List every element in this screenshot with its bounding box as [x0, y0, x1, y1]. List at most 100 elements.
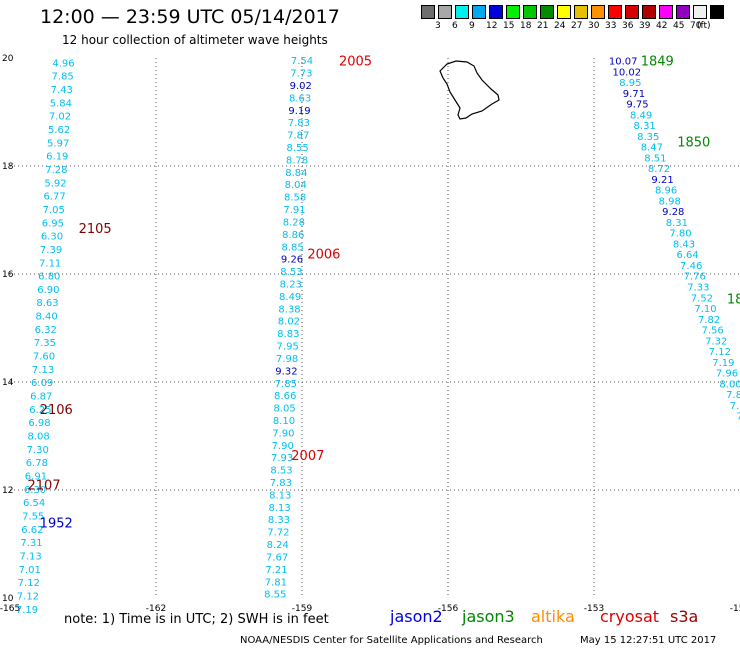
map-axis-labels: -165 -162 -159 -156 -153 -150 20 18 16 14 12 10 — [0, 54, 740, 614]
wave-height-value: 6.19 — [46, 152, 68, 163]
wave-height-value: 8.00 — [719, 379, 740, 390]
scale-label: 6 — [452, 21, 458, 31]
wave-height-value: 8.23 — [280, 279, 302, 290]
scale-swatch — [574, 5, 588, 19]
wave-height-value: 7.73 — [290, 69, 312, 80]
lon-tick-label: -150 — [730, 604, 740, 614]
wave-height-value: 8.84 — [285, 168, 307, 179]
wave-height-value: 7.52 — [691, 293, 713, 304]
wave-height-value: 8.47 — [641, 143, 663, 154]
wave-height-value: 7.11 — [39, 258, 61, 269]
footnote: note: 1) Time is in UTC; 2) SWH is in fe… — [64, 612, 329, 627]
pass-time-label: 1850 — [677, 136, 710, 151]
wave-height-value: 7.83 — [270, 478, 292, 489]
wave-height-value: 6.30 — [24, 485, 46, 496]
wave-height-value: 7.90 — [272, 428, 294, 439]
wave-height-value: 8.49 — [279, 292, 301, 303]
scale-swatch — [693, 5, 707, 19]
wave-height-value: 7.83 — [288, 118, 310, 129]
scale-swatch — [438, 5, 452, 19]
scale-label: 12 — [486, 21, 498, 31]
scale-label: 9 — [469, 21, 475, 31]
wave-height-value: 9.19 — [288, 106, 310, 117]
wave-height-value: 8.95 — [619, 78, 641, 89]
wave-height-value: 6.30 — [41, 232, 63, 243]
scale-label: 42 — [656, 21, 668, 31]
wave-height-value: 8.13 — [268, 503, 290, 514]
scale-label: 39 — [639, 21, 651, 31]
wave-height-value: 8.55 — [287, 143, 309, 154]
lon-tick-label: -165 — [0, 604, 20, 614]
wave-height-value: 10.02 — [612, 67, 641, 78]
wave-height-value: 7.31 — [20, 538, 42, 549]
wave-height-value: 7.72 — [267, 528, 289, 539]
wave-height-value: 8.35 — [637, 132, 659, 143]
wave-height-value: 7.85 — [52, 72, 74, 83]
wave-height-value: 7.35 — [34, 338, 56, 349]
wave-height-value: 7.54 — [291, 56, 313, 67]
scale-swatch — [506, 5, 520, 19]
wave-height-value: 6.09 — [31, 378, 53, 389]
wave-height-value: 8.51 — [644, 153, 666, 164]
wave-height-value: 8.33 — [268, 515, 290, 526]
wave-height-value: 8.83 — [277, 329, 299, 340]
wave-height-value: 6.80 — [38, 272, 60, 283]
wave-height-value: 5.84 — [50, 98, 72, 109]
wave-height-value: 7.12 — [17, 591, 39, 602]
wave-height-value: 7.87 — [287, 131, 309, 142]
wave-height-value: 8.38 — [278, 304, 300, 315]
lat-tick-label: 16 — [2, 270, 14, 280]
wave-height-value: 6.25 — [29, 405, 51, 416]
pass-time-label: 2107 — [28, 479, 61, 494]
page-title: 12:00 — 23:59 UTC 05/14/2017 — [40, 6, 340, 28]
satellite-label-jason3: jason3 — [462, 607, 515, 626]
scale-swatch — [625, 5, 639, 19]
wave-height-value: 9.28 — [662, 207, 684, 218]
wave-height-value: 8.78 — [286, 155, 308, 166]
hawaii-island-coastline — [439, 60, 500, 120]
scale-label: 21 — [537, 21, 549, 31]
scale-label: 27 — [571, 21, 583, 31]
scale-swatch — [455, 5, 469, 19]
wave-height-value: 7.43 — [51, 85, 73, 96]
wave-height-value: 7.82 — [698, 315, 720, 326]
scale-swatch — [523, 5, 537, 19]
scale-label: 45 — [673, 21, 685, 31]
altimeter-tracks: 4.96 7.85 7.43 5.84 7.02 5.62 5.97 6.19 7.28 5.92… — [16, 56, 740, 616]
wave-height-value: 8.98 — [659, 196, 681, 207]
wave-height-value: 9.02 — [290, 81, 312, 92]
wave-height-value: 6.87 — [30, 392, 52, 403]
wave-height-value: 6.64 — [676, 250, 698, 261]
wave-height-value: 7.28 — [45, 165, 67, 176]
wave-height-value: 7.10 — [694, 304, 716, 315]
pass-time-labels: 2005 2006 2007 2105 2106 2107 1952 1849 1850 18 — [28, 55, 740, 532]
wave-height-value: 7.13 — [19, 551, 41, 562]
wave-height-value: 8.08 — [27, 432, 49, 443]
scale-label: 24 — [554, 21, 566, 31]
pass-time-label: 1952 — [40, 516, 73, 531]
wave-height-value: 9.32 — [275, 366, 297, 377]
wave-height-value: 7.21 — [265, 565, 287, 576]
scale-label: 3 — [435, 21, 441, 31]
wave-height-value: 7.85 — [275, 379, 297, 390]
wave-height-value: 8.55 — [264, 590, 286, 601]
wave-height-value: 7.19 — [712, 358, 734, 369]
wave-height-value: 8.05 — [273, 404, 295, 415]
lon-tick-label: -159 — [292, 604, 313, 614]
pass-time-label: 18 — [727, 292, 740, 307]
wave-height-value: 7.33 — [687, 282, 709, 293]
wave-height-value: 8.31 — [634, 121, 656, 132]
lat-tick-label: 10 — [2, 594, 14, 604]
wave-height-value: 9.75 — [626, 100, 648, 111]
wave-height-value: 5.92 — [44, 178, 66, 189]
scale-swatch — [472, 5, 486, 19]
wave-height-value: 8.02 — [278, 317, 300, 328]
wave-height-value: 8.43 — [673, 239, 695, 250]
wave-height-value: 7.90 — [272, 441, 294, 452]
wave-height-value: 7.93 — [271, 453, 293, 464]
scale-swatch — [608, 5, 622, 19]
wave-height-value: 6.62 — [21, 525, 43, 536]
pass-time-label: 2006 — [307, 247, 340, 262]
scale-label: 70 — [690, 21, 702, 31]
wave-height-value: 7.98 — [276, 354, 298, 365]
